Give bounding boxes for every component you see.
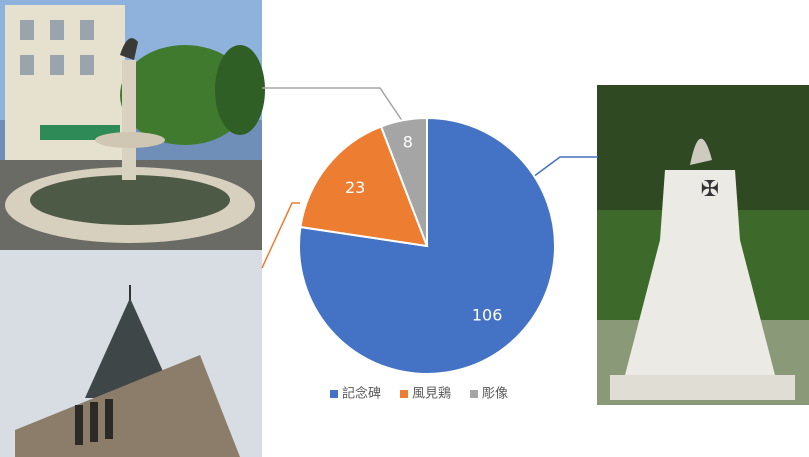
legend: 記念碑 風見鶏 彫像 bbox=[330, 386, 508, 402]
leader-line bbox=[533, 157, 598, 177]
legend-swatch bbox=[470, 390, 478, 398]
legend-label: 彫像 bbox=[482, 387, 508, 402]
pie: 106 23 8 bbox=[299, 118, 555, 374]
leader-line bbox=[262, 203, 300, 268]
photo-memorial: ✠ bbox=[597, 85, 809, 405]
slide: ✠ 106 23 8 記念碑 風見鶏 彫像 bbox=[0, 0, 809, 457]
legend-swatch bbox=[330, 390, 338, 398]
svg-text:✠: ✠ bbox=[701, 177, 719, 202]
photo-steeple bbox=[0, 250, 262, 457]
data-label: 106 bbox=[472, 305, 503, 324]
legend-label: 記念碑 bbox=[342, 386, 381, 402]
legend-swatch bbox=[400, 390, 408, 398]
photo-fountain bbox=[0, 0, 265, 250]
data-label: 23 bbox=[345, 178, 365, 197]
legend-label: 風見鶏 bbox=[412, 387, 451, 402]
data-label: 8 bbox=[403, 132, 413, 151]
leader-line bbox=[262, 88, 403, 122]
